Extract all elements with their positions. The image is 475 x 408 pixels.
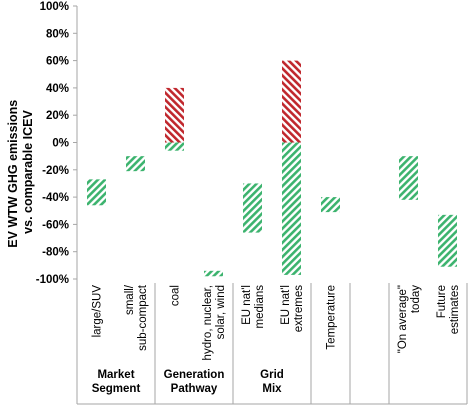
category-label: small/sub-compact xyxy=(124,284,149,351)
y-tick-label: -20% xyxy=(42,165,69,177)
category-label-line: Temperature xyxy=(326,285,338,350)
y-tick-label: 20% xyxy=(46,110,69,122)
category-label-line: extremes xyxy=(293,285,305,333)
category-label: EU nat'lextremes xyxy=(280,285,305,333)
y-tick-label: -100% xyxy=(36,274,69,286)
category-label: large/SUV xyxy=(92,285,104,338)
group-label: Generation xyxy=(164,369,225,381)
category-label-line: Future xyxy=(436,285,448,318)
category-label: Futureestimates xyxy=(436,285,461,334)
group-label: Pathway xyxy=(171,383,218,395)
y-tick-label: 60% xyxy=(46,56,69,68)
y-tick-label: -40% xyxy=(42,192,69,204)
category-label-line: sub-compact xyxy=(137,284,149,351)
category-label-line: large/SUV xyxy=(92,285,104,338)
category-label: "On average"today xyxy=(397,285,422,354)
bar-reduction xyxy=(165,142,184,151)
category-label-line: medians xyxy=(254,285,266,329)
category-label-line: "On average" xyxy=(397,285,409,353)
bar-reduction xyxy=(282,142,301,275)
category-label-line: solar, wind xyxy=(215,285,227,339)
bar-increase xyxy=(282,60,301,143)
bar-reduction xyxy=(399,156,418,200)
y-axis-title: EV WTW GHG emissions vs. comparable ICEV xyxy=(6,96,35,247)
group-label: Mix xyxy=(262,383,282,395)
bar-increase xyxy=(165,87,184,143)
category-label: coal xyxy=(170,285,182,306)
y-tick-label: -80% xyxy=(42,247,69,259)
bar-reduction xyxy=(243,183,262,233)
group-label: Market xyxy=(97,369,134,381)
bar-reduction xyxy=(204,270,223,277)
category-label-line: hydro, nuclear, xyxy=(202,285,214,360)
bar-reduction xyxy=(321,197,340,213)
group-label: Segment xyxy=(92,383,141,395)
category-label-line: today xyxy=(410,285,422,313)
category-label: Temperature xyxy=(326,285,338,350)
bar-reduction xyxy=(126,156,145,172)
y-axis-title-line-1: EV WTW GHG emissions xyxy=(6,100,20,248)
y-tick-label: 40% xyxy=(46,83,69,95)
y-axis-title-line-2: vs. comparable ICEV xyxy=(21,110,35,234)
category-label-line: EU nat'l xyxy=(241,285,253,325)
y-tick-label: 0% xyxy=(52,138,69,150)
group-label: Grid xyxy=(260,369,284,381)
category-label-line: estimates xyxy=(449,285,461,334)
category-label-line: EU nat'l xyxy=(280,285,292,325)
category-label-line: small/ xyxy=(124,284,136,315)
y-tick-label: -60% xyxy=(42,219,69,231)
category-label-line: coal xyxy=(170,285,182,306)
bar-reduction xyxy=(438,214,457,267)
category-label: EU nat'lmedians xyxy=(241,285,266,329)
category-label: hydro, nuclear,solar, wind xyxy=(202,285,227,360)
y-tick-label: 100% xyxy=(40,1,69,13)
y-tick-label: 80% xyxy=(46,28,69,40)
bar-reduction xyxy=(87,179,106,206)
